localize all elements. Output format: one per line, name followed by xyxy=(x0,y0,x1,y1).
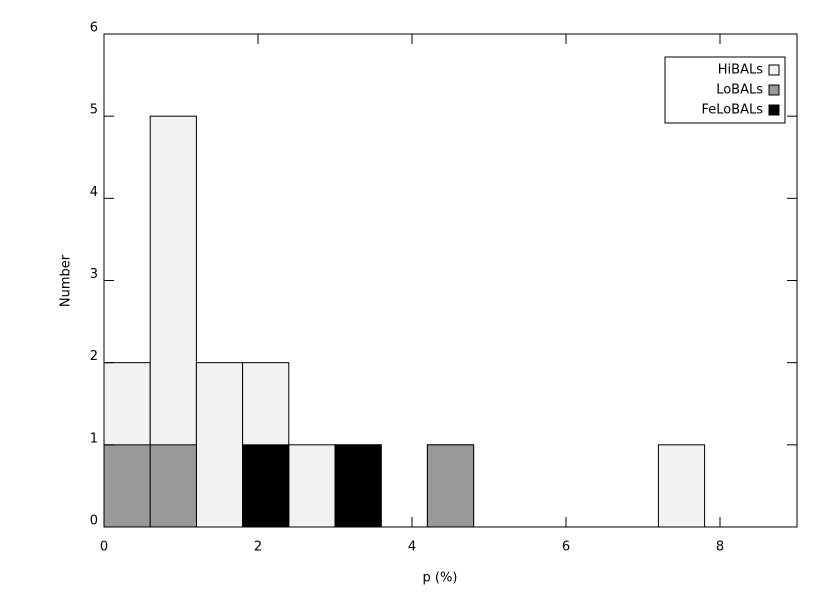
x-tick-label: 8 xyxy=(716,540,724,555)
y-tick-label: 1 xyxy=(90,431,98,446)
bar xyxy=(657,444,706,528)
bar xyxy=(334,444,382,528)
legend-swatch xyxy=(768,64,780,76)
x-axis-label: p (%) xyxy=(423,571,458,586)
y-tick-label: 3 xyxy=(90,267,98,282)
x-tick-label: 2 xyxy=(254,540,262,555)
bar xyxy=(426,444,475,528)
y-tick-label: 4 xyxy=(90,185,98,200)
legend-label: LoBALs xyxy=(716,83,763,98)
y-tick-label: 6 xyxy=(90,21,98,36)
y-axis-label: Number xyxy=(59,254,74,307)
legend-label: FeLoBALs xyxy=(701,103,763,118)
y-tick-label: 5 xyxy=(90,103,98,118)
legend-box xyxy=(664,56,786,124)
bar xyxy=(288,444,336,528)
x-tick-label: 0 xyxy=(100,540,108,555)
legend-label: HiBALs xyxy=(718,63,763,78)
bar xyxy=(149,444,197,528)
x-tick-label: 4 xyxy=(408,540,416,555)
bar xyxy=(242,444,290,528)
bar xyxy=(103,444,151,528)
legend-swatch xyxy=(768,104,780,116)
legend-swatch xyxy=(768,84,780,96)
bar xyxy=(195,362,244,528)
y-tick-label: 0 xyxy=(90,514,98,529)
x-tick-label: 6 xyxy=(562,540,570,555)
y-tick-label: 2 xyxy=(90,349,98,364)
